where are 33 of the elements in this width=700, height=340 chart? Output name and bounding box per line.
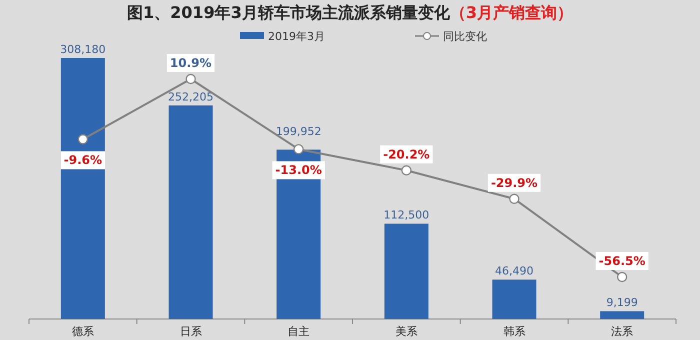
data-label: 252,205 (168, 90, 214, 104)
bar (60, 58, 105, 319)
chart-subtitle: （3月产销查询） (450, 3, 573, 22)
point (401, 165, 412, 176)
data-label: 112,500 (384, 208, 430, 222)
data-label: -56.5% (598, 254, 646, 268)
x-tick-label: 美系 (395, 325, 418, 338)
point (293, 144, 304, 154)
bar (492, 280, 536, 319)
data-label: 308,180 (60, 43, 106, 56)
point (509, 194, 520, 204)
data-label: -13.0% (275, 163, 322, 178)
point (186, 74, 196, 84)
x-tick-label: 韩系 (503, 325, 526, 338)
data-label: 46,490 (495, 264, 534, 278)
data-label: 199,952 (276, 125, 322, 138)
data-label: -29.9% (490, 176, 538, 190)
bar (168, 105, 213, 319)
legend-label: 同比变化 (443, 30, 487, 43)
data-label: 10.9% (170, 56, 212, 70)
x-tick-label: 法系 (611, 325, 634, 338)
data-label: -20.2% (383, 147, 430, 162)
bar (384, 224, 428, 319)
data-label: 9,199 (606, 296, 638, 310)
point (616, 272, 628, 282)
legend-label: 2019年3月 (268, 30, 325, 43)
bar (600, 311, 644, 319)
x-tick-label: 日系 (180, 325, 202, 338)
x-tick-label: 德系 (72, 325, 94, 338)
chart-title: 图1、2019年3月轿车市场主流派系销量变化 (127, 3, 451, 22)
point (78, 134, 88, 144)
data-label: -9.6% (64, 153, 102, 168)
x-tick-label: 自主 (288, 325, 310, 338)
